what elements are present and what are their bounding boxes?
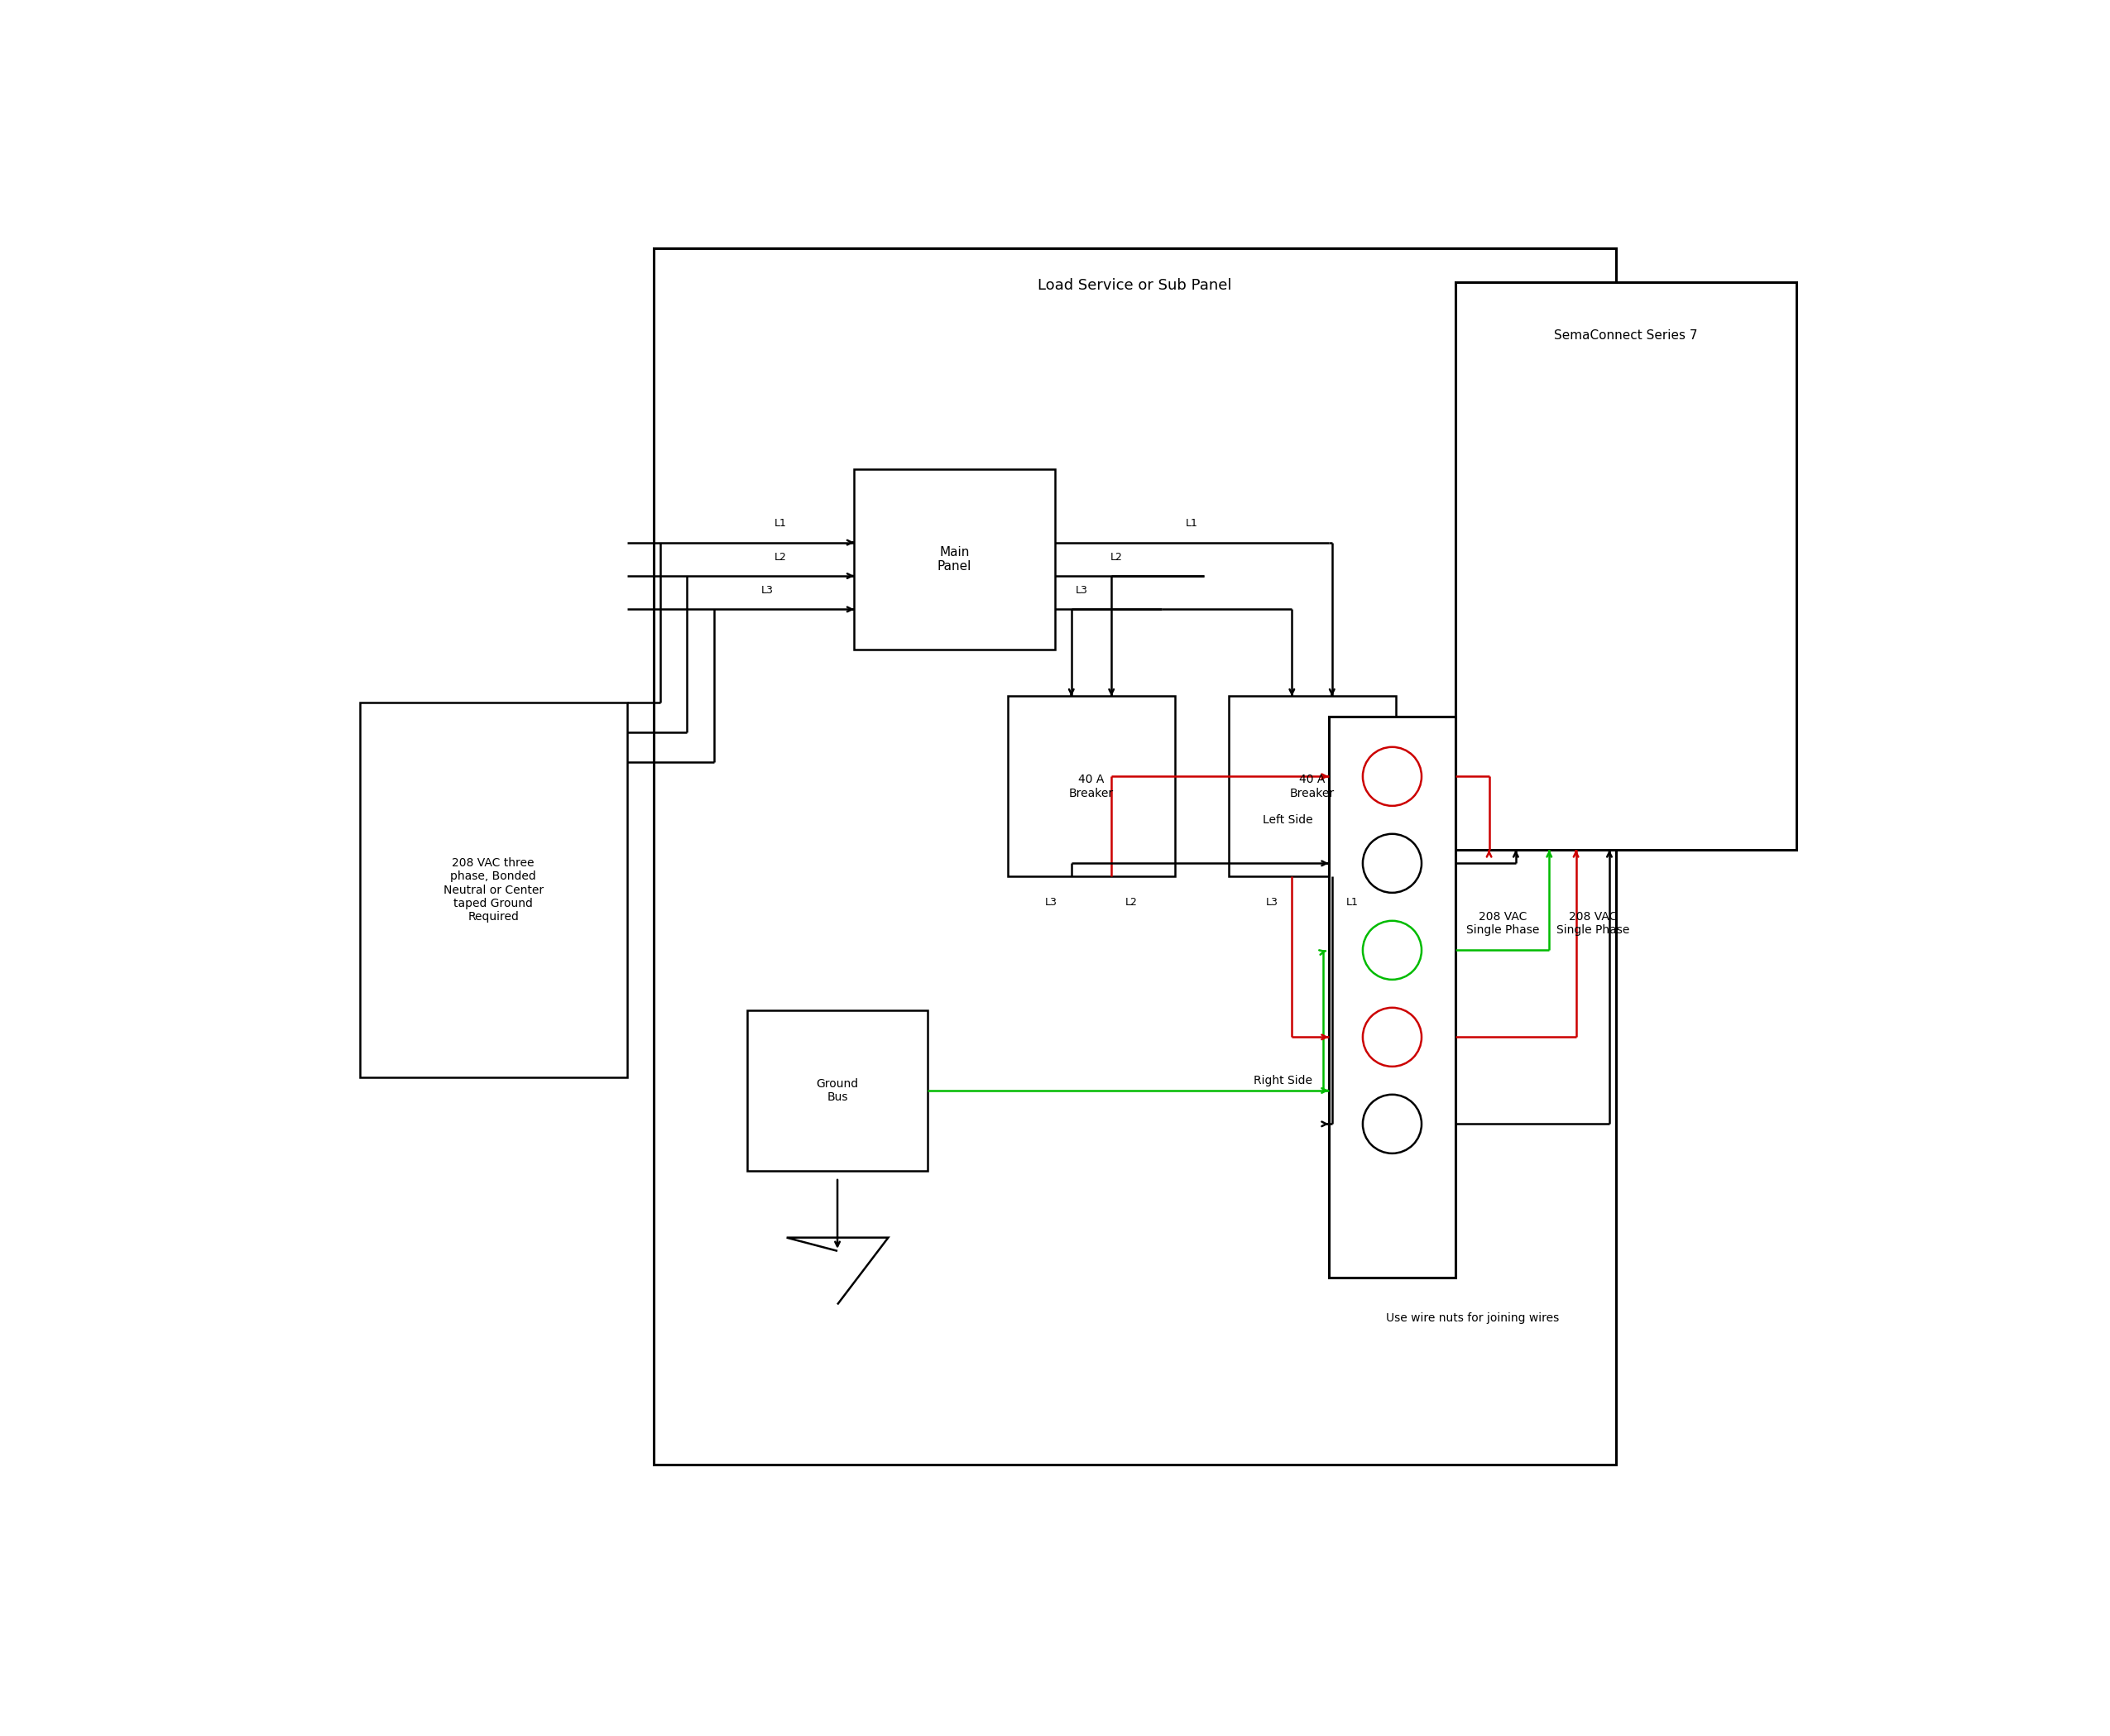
Text: 40 A
Breaker: 40 A Breaker [1289, 774, 1334, 799]
Text: Load Service or Sub Panel: Load Service or Sub Panel [1038, 278, 1232, 293]
Text: L3: L3 [1044, 898, 1057, 908]
Text: L3: L3 [1076, 585, 1087, 595]
Text: 40 A
Breaker: 40 A Breaker [1070, 774, 1114, 799]
Text: Use wire nuts for joining wires: Use wire nuts for joining wires [1386, 1312, 1559, 1323]
Text: L1: L1 [1186, 519, 1198, 529]
Text: L2: L2 [1125, 898, 1137, 908]
Circle shape [1363, 1095, 1422, 1153]
Bar [1329, 717, 1456, 1278]
Bar [747, 1010, 928, 1170]
Text: Ground
Bus: Ground Bus [817, 1078, 859, 1102]
Text: 208 VAC
Single Phase: 208 VAC Single Phase [1466, 911, 1538, 936]
Circle shape [1363, 920, 1422, 979]
Text: 208 VAC three
phase, Bonded
Neutral or Center
taped Ground
Required: 208 VAC three phase, Bonded Neutral or C… [443, 858, 544, 922]
Bar [1228, 696, 1395, 877]
Text: L3: L3 [762, 585, 774, 595]
Bar [654, 248, 1616, 1465]
Bar [1009, 696, 1175, 877]
Text: Left Side: Left Side [1262, 814, 1312, 826]
Text: L2: L2 [774, 552, 787, 562]
Bar [1456, 281, 1796, 851]
Bar [359, 703, 627, 1076]
Text: Main
Panel: Main Panel [937, 545, 971, 573]
Text: L2: L2 [1110, 552, 1123, 562]
Text: L1: L1 [1346, 898, 1359, 908]
Bar [855, 469, 1055, 649]
Text: 208 VAC
Single Phase: 208 VAC Single Phase [1555, 911, 1629, 936]
Circle shape [1363, 1007, 1422, 1066]
Circle shape [1363, 833, 1422, 892]
Text: L1: L1 [774, 519, 787, 529]
Circle shape [1363, 746, 1422, 806]
Text: Right Side: Right Side [1253, 1075, 1312, 1087]
Text: SemaConnect Series 7: SemaConnect Series 7 [1555, 330, 1699, 342]
Text: L3: L3 [1266, 898, 1279, 908]
